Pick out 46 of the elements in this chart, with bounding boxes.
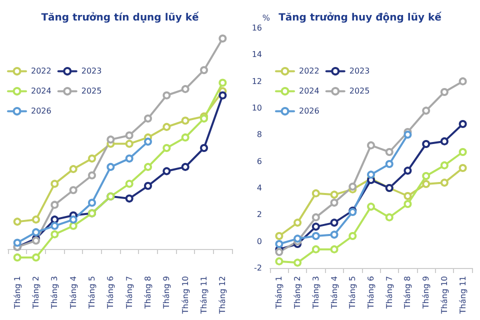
- x-tick-label: Tháng 5: [348, 276, 358, 310]
- x-tick-label: Tháng 6: [366, 276, 376, 310]
- x-tick-label: Tháng 4: [68, 276, 78, 310]
- legend-label: 2025: [81, 86, 102, 96]
- x-tick-label: Tháng 2: [32, 276, 40, 310]
- y-tick-label: 8: [256, 130, 262, 140]
- x-tick-label: Tháng 8: [403, 276, 412, 310]
- y-tick-label: 0: [256, 236, 262, 246]
- legend-label: 2026: [31, 106, 52, 116]
- x-tick-label: Tháng 11: [458, 276, 468, 315]
- x-tick-label: Tháng 10: [440, 276, 449, 315]
- y-tick-label: 2: [256, 210, 262, 220]
- x-tick-label: Tháng 9: [162, 276, 172, 310]
- y-tick-label: 10: [252, 104, 262, 112]
- y-tick-label: 4: [256, 184, 262, 192]
- y-tick-label: -2: [254, 264, 262, 272]
- y-axis-title: %: [262, 14, 270, 22]
- x-tick-label: Tháng 4: [330, 276, 339, 310]
- chart-title: Tăng trưởng huy động lũy kế: [278, 12, 442, 24]
- x-tick-label: Tháng 3: [50, 276, 60, 310]
- x-tick-label: Tháng 10: [180, 276, 190, 315]
- legend-label: 2026: [299, 106, 320, 116]
- legend-label: 2022: [299, 66, 320, 76]
- y-tick-label: 12: [252, 76, 262, 86]
- legend-label: 2022: [31, 66, 52, 76]
- x-tick-label: Tháng 12: [218, 276, 228, 315]
- x-tick-label: Tháng 2: [293, 276, 302, 310]
- chart-title: Tăng trưởng tín dụng lũy kế: [41, 12, 200, 24]
- y-tick-label: 14: [252, 50, 262, 60]
- legend-label: 2024: [299, 86, 320, 96]
- legend-label: 2023: [81, 66, 102, 76]
- legend-label: 2024: [31, 86, 52, 96]
- x-tick-label: Tháng 1: [274, 276, 284, 310]
- x-tick-label: Tháng 7: [384, 276, 394, 310]
- x-tick-label: Tháng 9: [422, 276, 431, 310]
- x-tick-label: Tháng 7: [124, 276, 134, 310]
- legend-label: 2023: [349, 66, 370, 76]
- x-tick-label: Tháng 6: [106, 276, 116, 310]
- x-tick-label: Tháng 11: [200, 276, 208, 315]
- x-tick-label: Tháng 8: [144, 276, 152, 310]
- x-tick-label: Tháng 1: [12, 276, 22, 310]
- y-tick-label: 16: [252, 24, 262, 32]
- legend-label: 2025: [349, 86, 370, 96]
- y-tick-label: 6: [256, 156, 262, 166]
- x-tick-label: Tháng 3: [311, 276, 320, 310]
- x-tick-label: Tháng 5: [88, 276, 96, 310]
